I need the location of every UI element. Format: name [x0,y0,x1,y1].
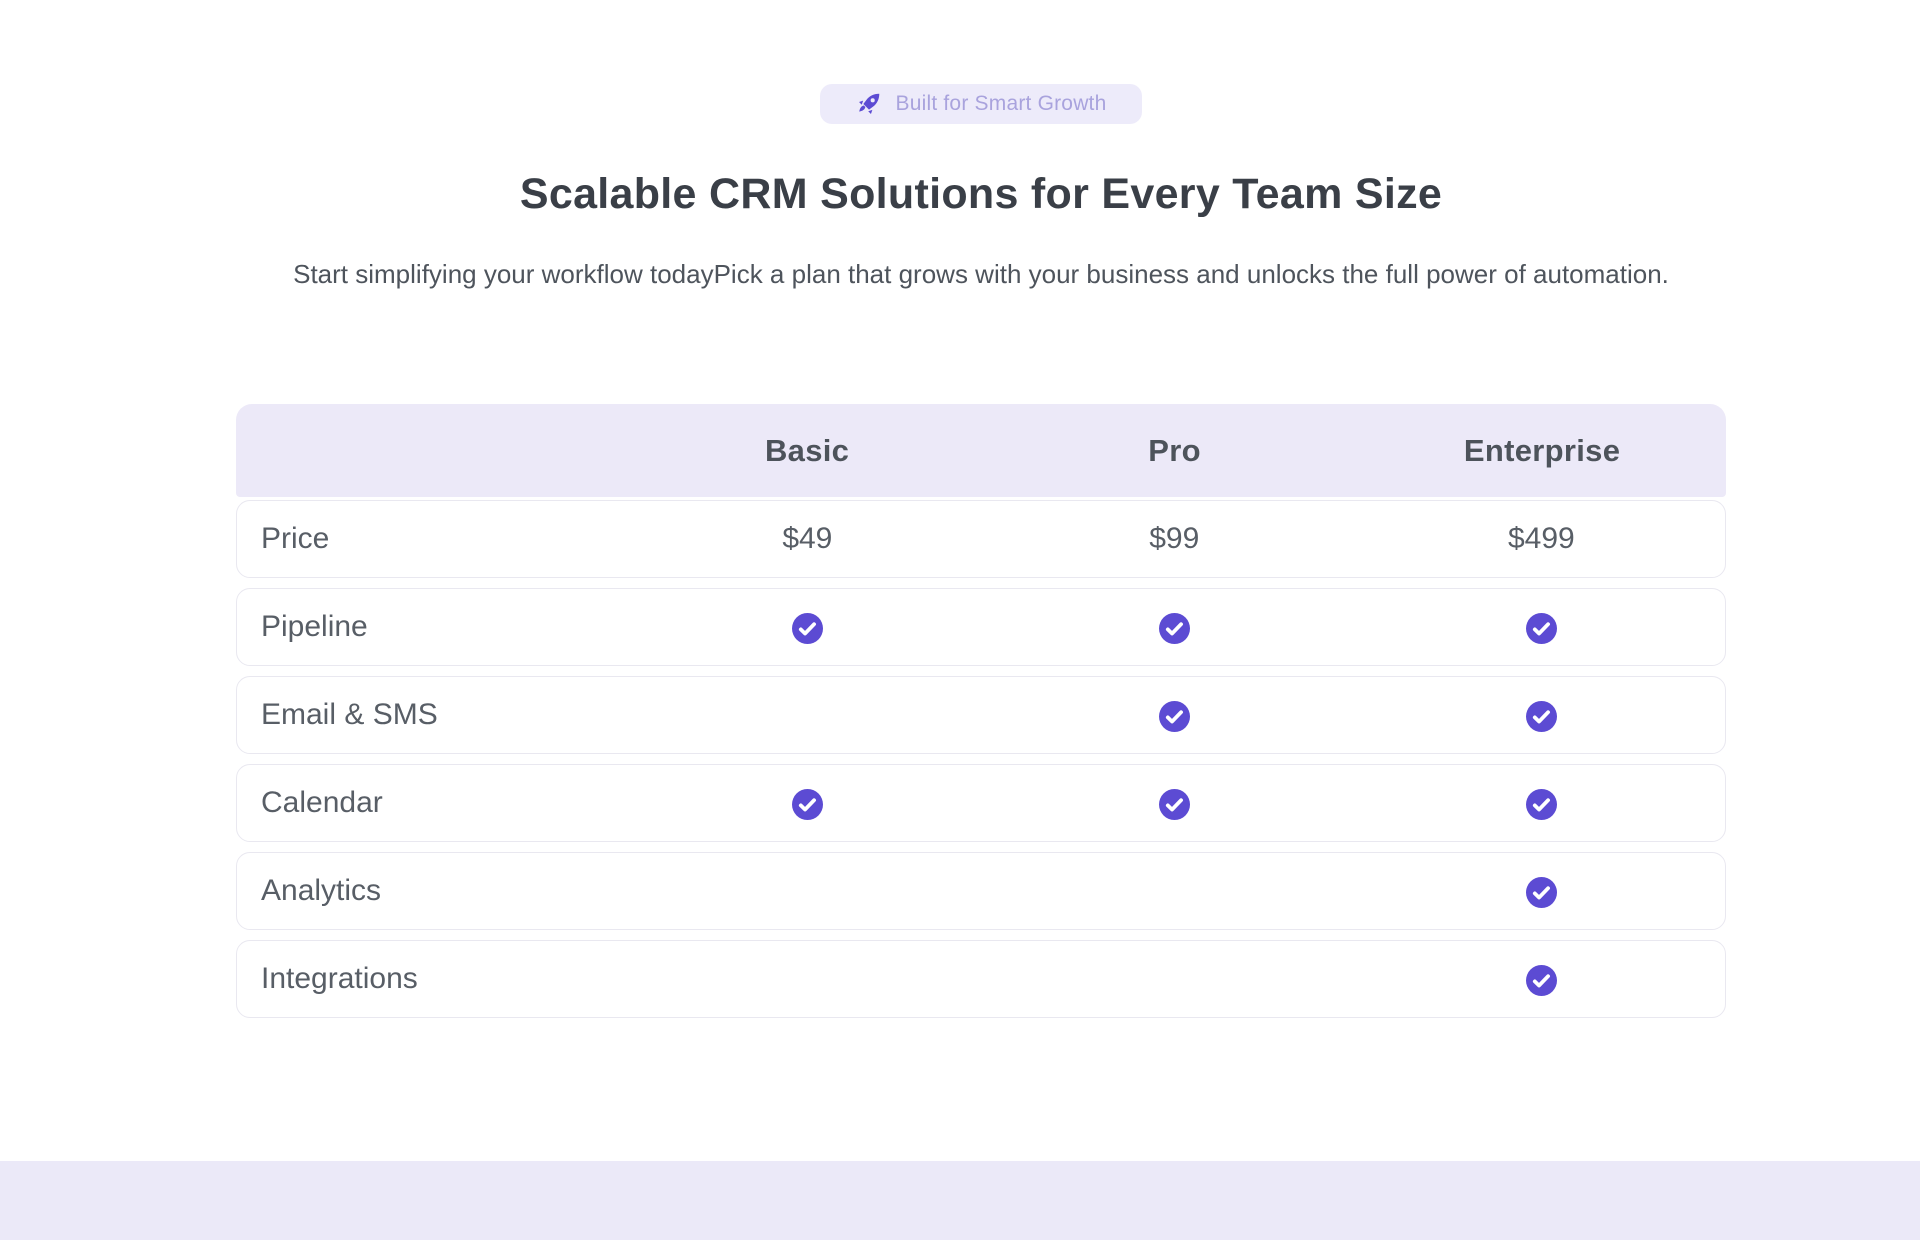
price-value: $499 [1507,522,1575,555]
feature-label: Pipeline [261,610,368,643]
feature-cell [1358,698,1725,732]
feature-cell [1358,962,1725,996]
check-icon [1158,788,1190,820]
pricing-table-body: Price $49 $99 $499 Pipeline Email & SMS Calend… [236,500,1726,1018]
price-value: $49 [782,522,833,555]
feature-label: Integrations [261,962,418,995]
feature-cell [991,610,1358,644]
feature-cell [1358,786,1725,820]
feature-cell [1358,874,1725,908]
check-icon [1525,876,1557,908]
table-row: Integrations [236,940,1726,1018]
check-icon [791,612,823,644]
pricing-table: Basic Pro Enterprise Price $49 $99 $499 Pipe… [236,404,1726,1018]
feature-cell [991,786,1358,820]
plan-header-enterprise: Enterprise [1463,432,1621,468]
table-row: Calendar [236,764,1726,842]
feature-cell [624,786,991,820]
check-icon [1525,612,1557,644]
table-row: Email & SMS [236,676,1726,754]
plan-header-pro: Pro [1148,432,1201,468]
pricing-table-header: Basic Pro Enterprise [236,404,1726,497]
feature-cell [991,698,1358,732]
pricing-section: Built for Smart Growth Scalable CRM Solu… [236,0,1726,1018]
rocket-icon [856,91,882,117]
badge-label: Built for Smart Growth [895,92,1107,115]
price-value: $99 [1149,522,1200,555]
check-icon [791,788,823,820]
plan-header-basic: Basic [764,432,850,468]
feature-label: Email & SMS [261,698,438,731]
feature-label: Price [261,522,330,555]
badge-row: Built for Smart Growth [236,84,1726,124]
check-icon [1525,964,1557,996]
feature-cell [624,610,991,644]
feature-cell [1358,610,1725,644]
page-title: Scalable CRM Solutions for Every Team Si… [519,170,1443,218]
footer-strip [0,1161,1920,1240]
check-icon [1158,612,1190,644]
feature-label: Analytics [261,874,382,907]
table-row: Analytics [236,852,1726,930]
page-subtitle: Start simplifying your workflow todayPic… [293,259,1669,289]
check-icon [1158,700,1190,732]
table-row: Pipeline [236,588,1726,666]
growth-badge: Built for Smart Growth [819,84,1143,124]
table-row: Price $49 $99 $499 [236,500,1726,578]
check-icon [1525,700,1557,732]
check-icon [1525,788,1557,820]
feature-label: Calendar [261,786,383,819]
